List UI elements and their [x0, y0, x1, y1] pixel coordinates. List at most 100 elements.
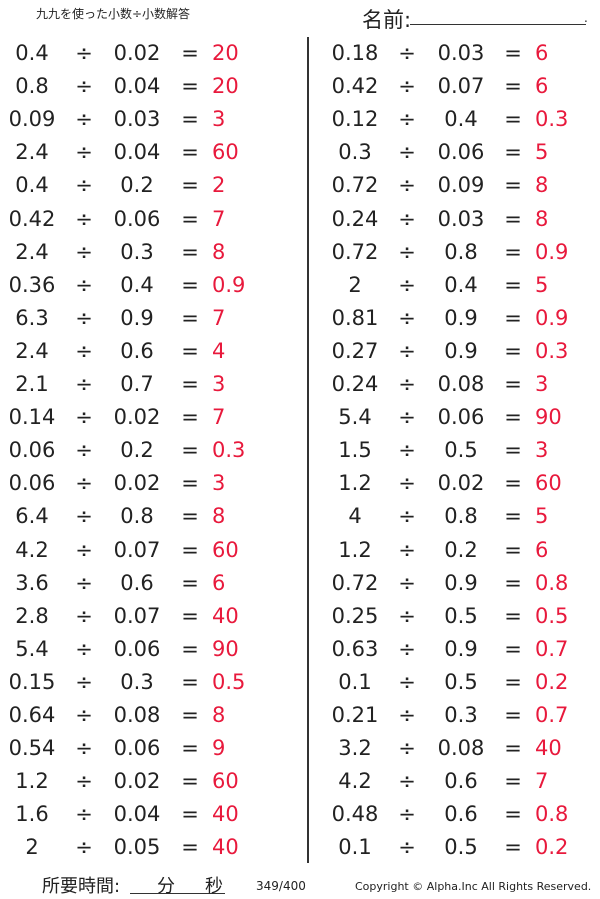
answer: 0.7	[535, 703, 569, 727]
answer: 40	[535, 736, 562, 761]
answer: 0.9	[535, 305, 569, 330]
equals-sign: =	[504, 239, 522, 264]
equals-sign: =	[181, 570, 199, 595]
divisor: 0.5	[444, 835, 478, 860]
equals-sign: =	[504, 438, 522, 463]
dividend: 6.4	[15, 504, 49, 529]
equals-sign: =	[504, 703, 522, 727]
equals-sign: =	[504, 769, 522, 794]
dividend: 0.06	[8, 471, 56, 496]
divisor: 0.2	[444, 537, 478, 562]
divide-sign: ÷	[398, 603, 416, 628]
answer: 0.7	[535, 636, 569, 661]
divide-sign: ÷	[75, 835, 93, 860]
dividend: 5.4	[338, 405, 372, 430]
divide-sign: ÷	[75, 802, 93, 827]
equals-sign: =	[504, 570, 522, 595]
equals-sign: =	[181, 338, 199, 363]
answer: 40	[212, 603, 239, 628]
divisor: 0.06	[113, 736, 161, 761]
equals-sign: =	[181, 74, 199, 99]
name-label: 名前:	[362, 8, 412, 32]
equals-sign: =	[504, 272, 522, 297]
dividend: 0.36	[8, 272, 56, 297]
dividend: 2.4	[15, 338, 49, 363]
divide-sign: ÷	[75, 74, 93, 99]
divisor: 0.03	[113, 107, 161, 132]
divide-sign: ÷	[398, 471, 416, 496]
divide-sign: ÷	[398, 74, 416, 99]
equals-sign: =	[181, 272, 199, 297]
equals-sign: =	[504, 305, 522, 330]
dividend: 1.2	[338, 537, 372, 562]
divisor: 0.2	[120, 173, 154, 198]
equals-sign: =	[504, 405, 522, 430]
answer: 90	[212, 636, 239, 661]
divisor: 0.3	[444, 703, 478, 727]
equals-sign: =	[181, 736, 199, 761]
answer: 5	[535, 272, 549, 297]
divide-sign: ÷	[75, 272, 93, 297]
answer: 7	[535, 769, 549, 794]
divisor: 0.08	[437, 736, 485, 761]
answer: 8	[212, 504, 226, 529]
dividend: 0.15	[8, 669, 56, 694]
copyright: Copyright © Alpha.Inc All Rights Reserve…	[355, 880, 592, 893]
equals-sign: =	[504, 74, 522, 99]
divisor: 0.5	[444, 669, 478, 694]
dividend: 0.27	[331, 338, 379, 363]
divisor: 0.06	[113, 636, 161, 661]
divide-sign: ÷	[75, 405, 93, 430]
equals-sign: =	[504, 504, 522, 529]
dividend: 0.21	[331, 703, 379, 727]
answer: 3	[535, 438, 549, 463]
divisor: 0.6	[120, 338, 154, 363]
divide-sign: ÷	[398, 438, 416, 463]
divide-sign: ÷	[75, 603, 93, 628]
divide-sign: ÷	[398, 140, 416, 165]
answer: 8	[535, 173, 549, 198]
answer: 60	[212, 769, 239, 794]
divide-sign: ÷	[75, 736, 93, 761]
dividend: 0.54	[8, 736, 56, 761]
divisor: 0.5	[444, 603, 478, 628]
dividend: 1.5	[338, 438, 372, 463]
answer: 0.3	[535, 107, 569, 132]
equals-sign: =	[181, 405, 199, 430]
divisor: 0.02	[437, 471, 485, 496]
equals-sign: =	[504, 603, 522, 628]
answer: 3	[212, 471, 226, 496]
divide-sign: ÷	[75, 140, 93, 165]
equals-sign: =	[504, 669, 522, 694]
dividend: 0.64	[8, 703, 56, 727]
dividend: 0.48	[331, 802, 379, 827]
equals-sign: =	[504, 636, 522, 661]
divisor: 0.6	[444, 802, 478, 827]
divisor: 0.02	[113, 405, 161, 430]
answer: 90	[535, 405, 562, 430]
divisor: 0.8	[444, 239, 478, 264]
divide-sign: ÷	[75, 636, 93, 661]
dividend: 2	[25, 835, 39, 860]
divide-sign: ÷	[398, 736, 416, 761]
answer: 9	[212, 736, 226, 761]
worksheet-title: 九九を使った小数÷小数解答	[36, 7, 191, 21]
dividend: 1.2	[15, 769, 49, 794]
dividend: 0.72	[331, 570, 379, 595]
equals-sign: =	[181, 835, 199, 860]
minutes-label: 分	[157, 876, 175, 897]
divisor: 0.9	[444, 338, 478, 363]
dividend: 0.72	[331, 173, 379, 198]
divide-sign: ÷	[398, 239, 416, 264]
name-dot: .	[584, 11, 588, 25]
dividend: 0.4	[15, 41, 49, 65]
time-line	[130, 893, 225, 894]
equals-sign: =	[181, 504, 199, 529]
answer: 6	[212, 570, 226, 595]
divide-sign: ÷	[398, 41, 416, 65]
equals-sign: =	[181, 636, 199, 661]
divisor: 0.08	[113, 703, 161, 727]
divisor: 0.09	[437, 173, 485, 198]
dividend: 0.42	[331, 74, 379, 99]
answer: 0.2	[535, 669, 569, 694]
